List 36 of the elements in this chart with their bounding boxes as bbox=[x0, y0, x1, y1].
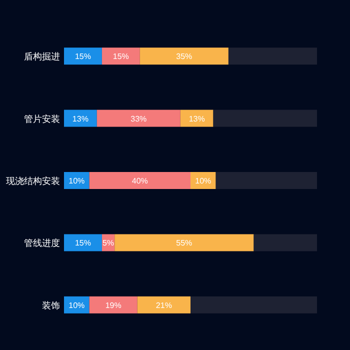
data-label: 55% bbox=[176, 238, 192, 248]
y-tick-label: 管片安装 bbox=[24, 114, 60, 125]
bar bbox=[96, 110, 180, 127]
bar bbox=[64, 110, 97, 127]
y-tick-label: 装饰 bbox=[42, 300, 60, 312]
bar bbox=[228, 48, 317, 65]
data-label: 10% bbox=[68, 176, 85, 186]
bar bbox=[140, 48, 228, 65]
data-label: 15% bbox=[74, 52, 91, 62]
data-label: 10% bbox=[68, 300, 85, 310]
data-label: 5% bbox=[102, 238, 114, 248]
data-label: 10% bbox=[195, 176, 212, 186]
bar bbox=[190, 296, 317, 314]
y-tick-label: 管线进度 bbox=[24, 238, 60, 250]
bar bbox=[180, 110, 214, 127]
bar bbox=[64, 48, 102, 65]
y-tick-label: 盾构掘进 bbox=[24, 52, 60, 63]
y-tick-label: 现浇结构安装 bbox=[6, 176, 60, 187]
bar bbox=[89, 172, 190, 189]
data-label: 15% bbox=[112, 52, 129, 62]
data-label: 40% bbox=[132, 176, 148, 186]
bar bbox=[89, 296, 138, 314]
data-label: 13% bbox=[188, 114, 205, 124]
bar bbox=[254, 234, 317, 252]
data-label: 13% bbox=[72, 114, 88, 124]
bar bbox=[213, 110, 317, 127]
data-label: 33% bbox=[130, 114, 147, 124]
bar bbox=[102, 48, 140, 65]
data-label: 19% bbox=[105, 300, 122, 310]
bar bbox=[64, 234, 102, 252]
data-label: 35% bbox=[176, 52, 192, 62]
bar bbox=[216, 172, 317, 189]
data-label: 15% bbox=[74, 238, 91, 248]
bar bbox=[114, 234, 254, 252]
bar bbox=[137, 296, 190, 314]
data-label: 21% bbox=[156, 300, 172, 310]
